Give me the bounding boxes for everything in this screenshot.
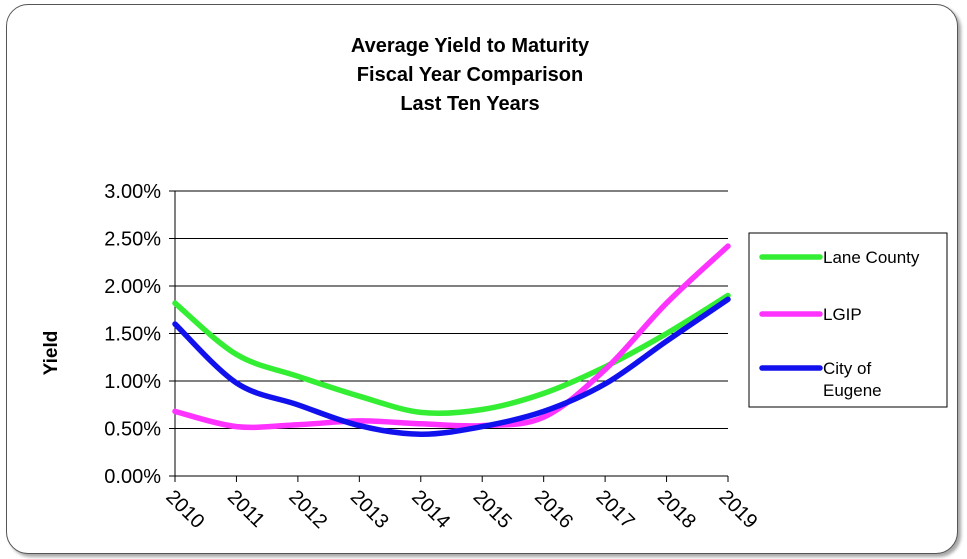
x-tick-label: 2019 xyxy=(714,486,761,533)
series-line-city-of-eugene xyxy=(172,296,731,437)
x-tick-label: 2010 xyxy=(161,486,208,533)
y-axis-title: Yield xyxy=(41,331,62,376)
x-tick-label: 2014 xyxy=(407,486,454,533)
title-line-2: Fiscal Year Comparison xyxy=(357,64,583,86)
title-line-3: Last Ten Years xyxy=(400,93,539,115)
chart-title: Average Yield to Maturity Fiscal Year Co… xyxy=(351,35,590,115)
y-axis-ticks: 0.00% 0.50% 1.00% 1.50% 2.00% 2.50% 3.00% xyxy=(104,181,175,488)
y-tick-label: 1.00% xyxy=(104,371,161,393)
x-tick-label: 2015 xyxy=(469,486,516,533)
legend-label-lgip: LGIP xyxy=(823,305,862,324)
x-axis-ticks: 2010 2011 2012 2013 2014 2015 2016 2017 2018 2019 xyxy=(161,476,761,533)
y-tick-label: 1.50% xyxy=(104,324,161,346)
series-lines xyxy=(172,243,731,437)
y-tick-label: 2.00% xyxy=(104,276,161,298)
series-line-lgip xyxy=(172,243,731,431)
x-tick-label: 2013 xyxy=(346,486,393,533)
legend-label-lane-county: Lane County xyxy=(823,248,920,267)
title-line-1: Average Yield to Maturity xyxy=(351,35,590,57)
y-tick-label: 3.00% xyxy=(104,181,161,203)
legend: Lane County LGIP City of Eugene xyxy=(748,232,948,408)
x-tick-label: 2012 xyxy=(284,486,331,533)
x-tick-label: 2016 xyxy=(530,486,577,533)
y-tick-label: 0.50% xyxy=(104,419,161,441)
x-tick-label: 2011 xyxy=(223,486,269,532)
x-tick-label: 2018 xyxy=(653,486,700,533)
y-tick-label: 0.00% xyxy=(104,466,161,488)
y-tick-label: 2.50% xyxy=(104,229,161,251)
legend-box xyxy=(748,232,948,408)
series-line-lane-county xyxy=(172,292,731,417)
legend-label-city-of-eugene: City of Eugene xyxy=(823,359,882,400)
x-tick-label: 2017 xyxy=(592,486,639,533)
